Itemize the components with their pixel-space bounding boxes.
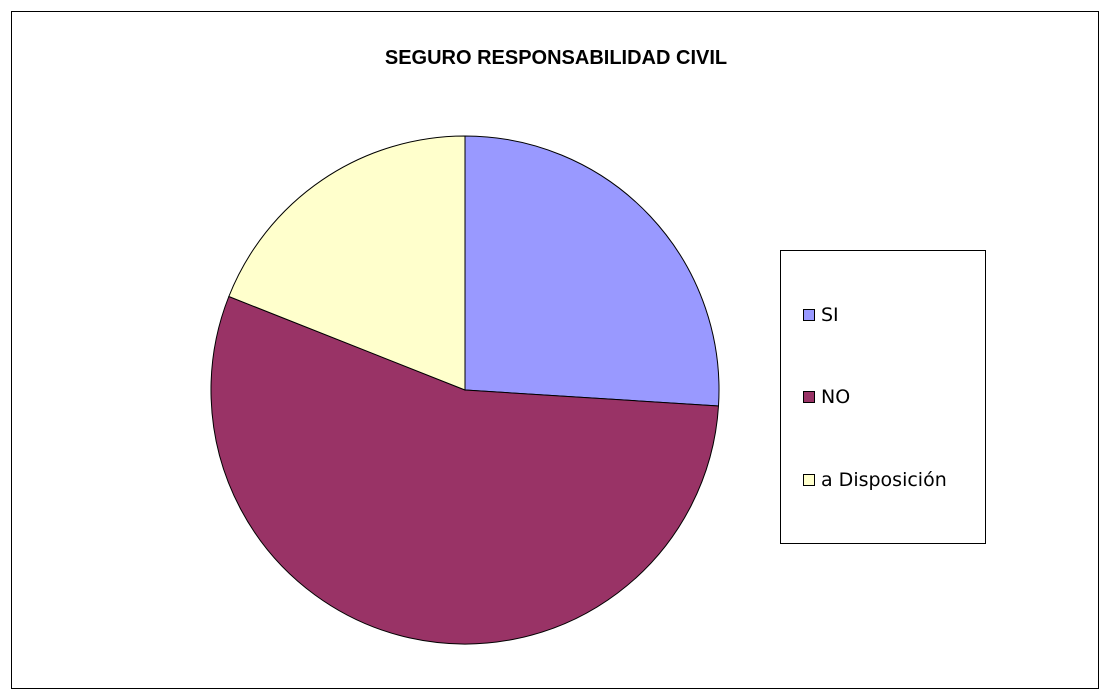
pie-slices xyxy=(210,135,720,645)
legend-item-si: SI xyxy=(803,303,839,327)
legend-swatch-no xyxy=(803,391,815,403)
pie-slice-si xyxy=(464,135,720,407)
legend-swatch-si xyxy=(803,309,815,321)
legend: SI NO a Disposición xyxy=(780,250,986,544)
legend-swatch-a-disposicion xyxy=(803,474,815,486)
legend-label-no: NO xyxy=(821,386,851,408)
pie-slice-no xyxy=(210,295,720,645)
pie-chart xyxy=(210,135,720,645)
chart-title: SEGURO RESPONSABILIDAD CIVIL xyxy=(384,47,728,69)
pie-slice-a-disposicion xyxy=(228,135,466,391)
legend-label-a-disposicion: a Disposición xyxy=(821,469,947,491)
legend-label-si: SI xyxy=(821,304,839,326)
chart-frame: SEGURO RESPONSABILIDAD CIVIL SI NO a Dis… xyxy=(11,11,1099,689)
legend-item-a-disposicion: a Disposición xyxy=(803,468,947,492)
legend-item-no: NO xyxy=(803,385,850,409)
